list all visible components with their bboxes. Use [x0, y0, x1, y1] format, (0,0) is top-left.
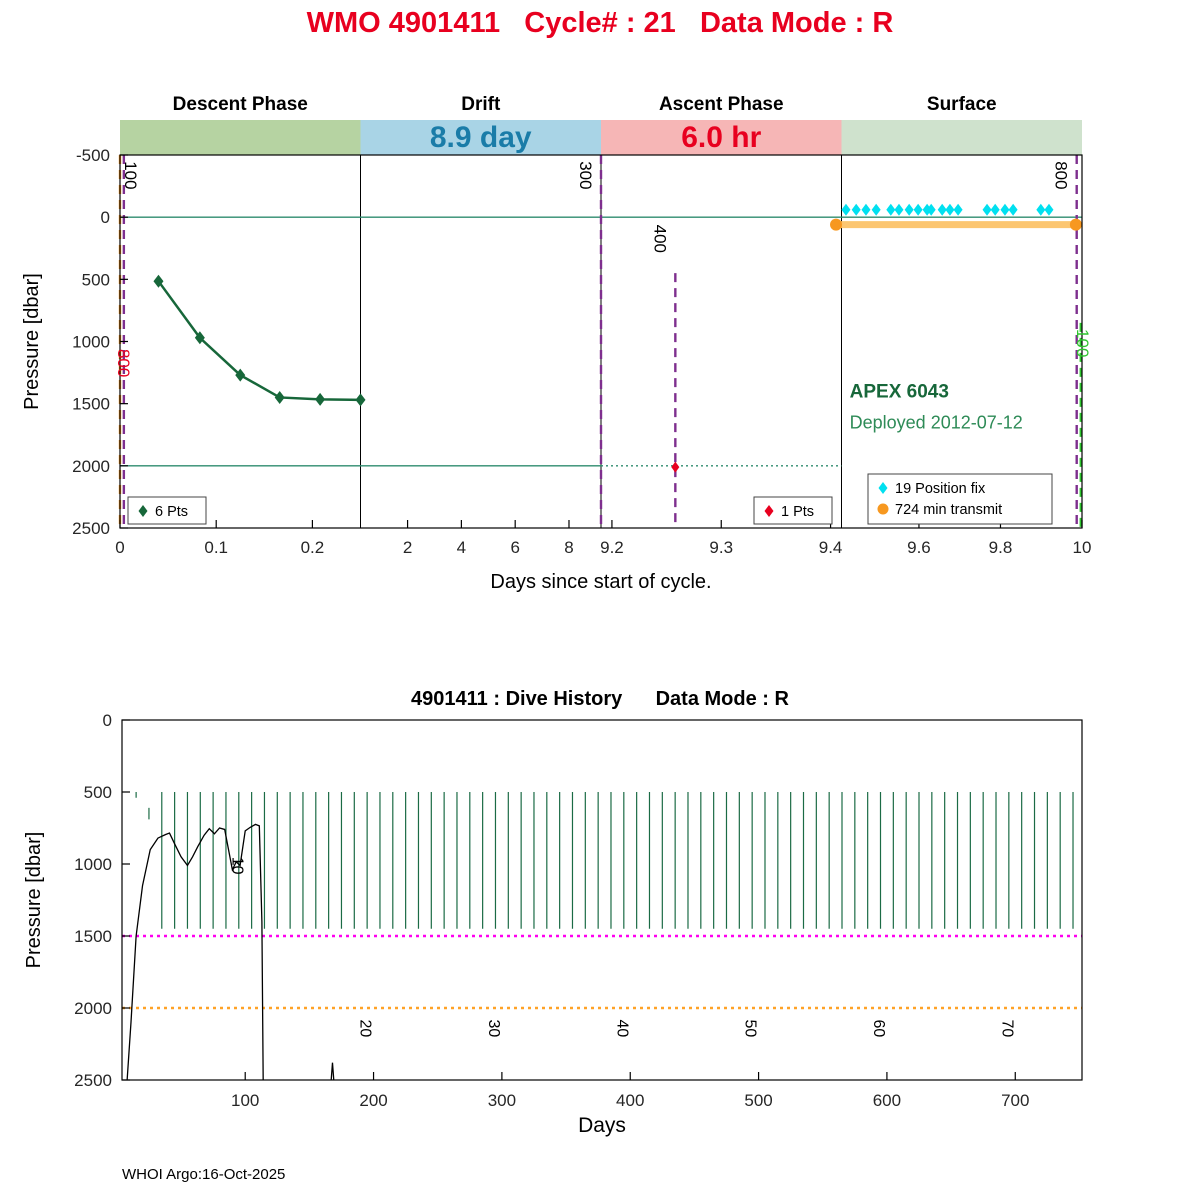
ascent-point [671, 461, 680, 473]
svg-text:40: 40 [613, 1020, 630, 1038]
svg-text:800: 800 [1052, 161, 1071, 189]
bottom-x-axis-label: Days [578, 1114, 626, 1137]
top-axes: -500 0 500 1000 1500 2000 2500 0 0.1 0.2 2 4 6 8 9.2 9.… [21, 146, 1091, 593]
phase-title: Ascent Phase [659, 94, 784, 115]
position-fix-markers [841, 203, 1054, 216]
svg-text:100: 100 [1073, 329, 1092, 357]
svg-text:30: 30 [485, 1020, 502, 1038]
cycle-timeline-chart: Descent Phase Drift 8.9 day Ascent Phase 6.0… [21, 94, 1092, 593]
dive-history-title: 4901411 : Dive History Data Mode : R [411, 688, 789, 710]
svg-text:100: 100 [231, 1091, 259, 1110]
svg-text:70: 70 [998, 1020, 1015, 1038]
legend-label: 19 Position fix [895, 481, 986, 497]
legend-label: 1 Pts [781, 504, 814, 520]
phase-duration-label: 8.9 day [430, 121, 532, 154]
svg-text:1000: 1000 [74, 855, 112, 874]
svg-text:1500: 1500 [74, 927, 112, 946]
generated-credit: WHOI Argo:16-Oct-2025 [122, 1166, 286, 1183]
phase-title: Drift [461, 94, 501, 115]
svg-text:2500: 2500 [74, 1071, 112, 1090]
svg-text:10: 10 [228, 857, 245, 875]
legend-box [867, 473, 1053, 525]
svg-text:-500: -500 [76, 146, 110, 165]
svg-text:0.1: 0.1 [204, 538, 228, 557]
descent-profile-line [157, 280, 361, 402]
report-title: WMO 4901411 Cycle# : 21 Data Mode : R [306, 7, 894, 39]
svg-text:500: 500 [82, 270, 110, 289]
bottom-axes: 0 500 1000 1500 2000 2500 100 200 300 400 500 600 70… [23, 711, 1029, 1137]
dive-spikes [135, 792, 1074, 929]
svg-text:400: 400 [616, 1091, 644, 1110]
svg-text:9.2: 9.2 [600, 538, 624, 557]
rotated-annotations: 100 300 400 800 800 100 [114, 161, 1092, 377]
phase-band [360, 120, 601, 155]
svg-text:2: 2 [403, 538, 412, 557]
svg-text:1000: 1000 [72, 333, 110, 352]
phase-band [841, 120, 1082, 155]
svg-text:10: 10 [1073, 538, 1092, 557]
phase-duration-label: 6.0 hr [681, 121, 761, 154]
svg-text:8: 8 [564, 538, 573, 557]
svg-text:2500: 2500 [72, 519, 110, 538]
svg-text:50: 50 [742, 1020, 759, 1038]
svg-text:200: 200 [359, 1091, 387, 1110]
svg-text:800: 800 [114, 349, 133, 377]
svg-text:0: 0 [101, 208, 110, 227]
svg-text:0: 0 [103, 711, 112, 730]
svg-text:9.4: 9.4 [819, 538, 843, 557]
descent-series [153, 274, 366, 407]
svg-text:300: 300 [488, 1091, 516, 1110]
float-info: APEX 6043 Deployed 2012-07-12 [850, 381, 1023, 432]
legend-label: 724 min transmit [895, 502, 1002, 518]
svg-text:6: 6 [510, 538, 519, 557]
phase-bands: Descent Phase Drift 8.9 day Ascent Phase 6.0… [120, 94, 1082, 155]
top-x-axis-label: Days since start of cycle. [490, 571, 711, 593]
svg-text:0.2: 0.2 [301, 538, 325, 557]
svg-text:600: 600 [873, 1091, 901, 1110]
svg-text:500: 500 [84, 783, 112, 802]
svg-text:Deployed 2012-07-12: Deployed 2012-07-12 [850, 413, 1023, 433]
phase-band [601, 120, 842, 155]
svg-text:300: 300 [576, 161, 595, 189]
bottom-y-axis-label: Pressure [dbar] [23, 832, 45, 969]
transmit-line [830, 218, 1082, 231]
svg-text:2000: 2000 [72, 457, 110, 476]
svg-text:100: 100 [121, 161, 140, 189]
svg-text:400: 400 [650, 225, 669, 253]
svg-text:9.3: 9.3 [709, 538, 733, 557]
svg-text:4: 4 [457, 538, 466, 557]
svg-text:APEX 6043: APEX 6043 [850, 381, 949, 402]
svg-text:9.8: 9.8 [989, 538, 1013, 557]
svg-text:1500: 1500 [72, 395, 110, 414]
message-annotation-lines [118, 155, 1082, 528]
top-y-axis-label: Pressure [dbar] [21, 273, 43, 410]
phase-title: Descent Phase [173, 94, 308, 115]
cycle-number-labels: 10 20 30 40 50 60 70 [228, 857, 1015, 1038]
svg-text:700: 700 [1001, 1091, 1029, 1110]
svg-text:2000: 2000 [74, 999, 112, 1018]
depth-reference-lines [122, 934, 1082, 1010]
svg-text:0: 0 [115, 538, 124, 557]
legends: 6 Pts 1 Pts 19 Position fix 724 min transmi… [127, 473, 1053, 525]
phase-band [120, 120, 361, 155]
svg-text:60: 60 [870, 1020, 887, 1038]
svg-text:20: 20 [357, 1020, 374, 1038]
bottom-plot-border [121, 719, 1083, 1081]
svg-text:500: 500 [744, 1091, 772, 1110]
legend-label: 6 Pts [155, 504, 188, 520]
svg-text:9.6: 9.6 [907, 538, 931, 557]
phase-title: Surface [927, 94, 997, 115]
early-mission-trace [126, 823, 335, 1081]
